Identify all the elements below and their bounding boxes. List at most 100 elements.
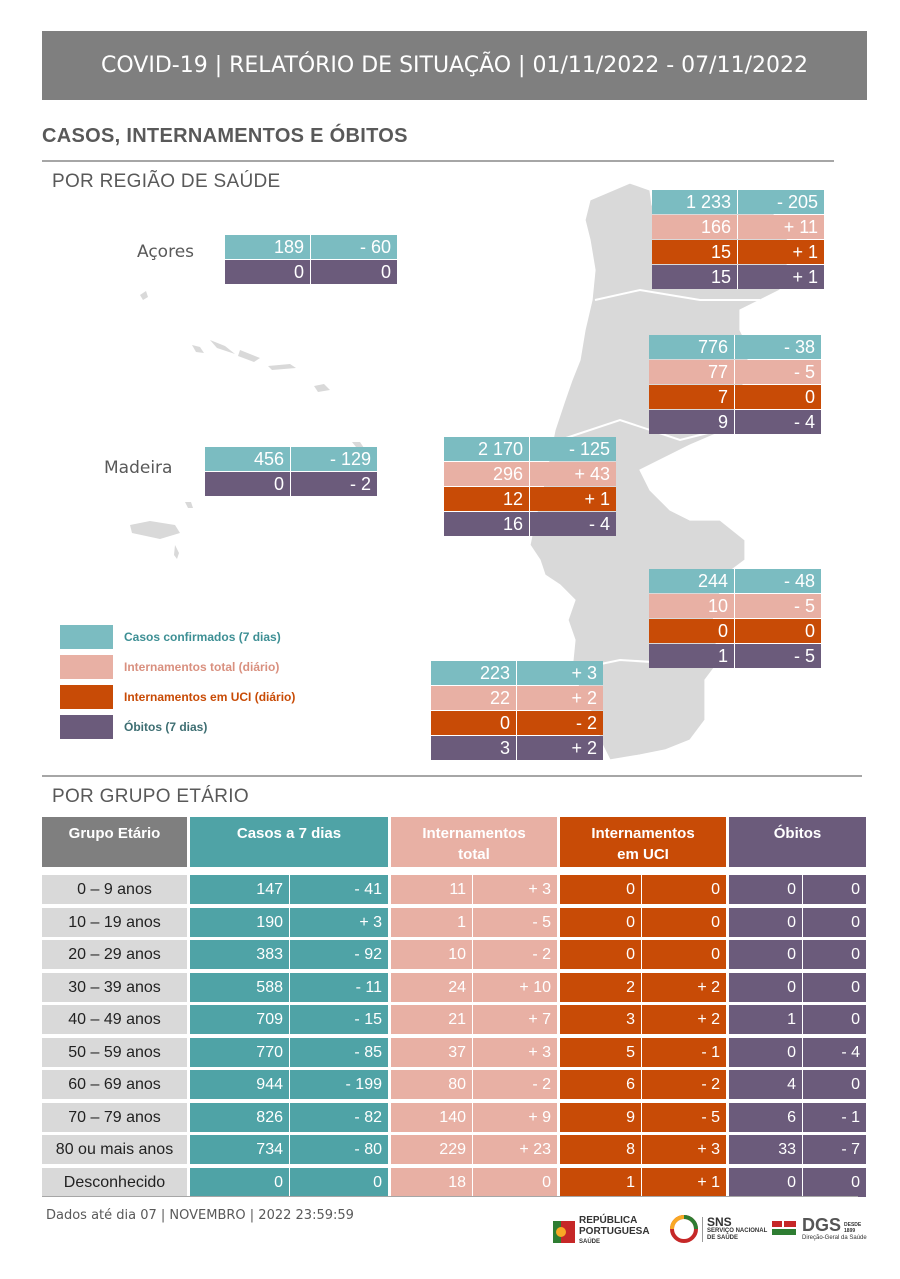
cases-change: - 48 [735, 569, 821, 593]
header-hosp: Internamentos total [391, 817, 557, 867]
deaths-value: 0 [729, 875, 803, 904]
republica-portuguesa-logo: REPÚBLICA PORTUGUESA SAÚDE [553, 1215, 650, 1248]
deaths-change: - 4 [803, 1037, 866, 1067]
age-group-cell: 50 – 59 anos [42, 1037, 187, 1067]
deaths-value: 0 [729, 972, 803, 1002]
icu-change: - 2 [517, 711, 603, 735]
icu-value: 2 [560, 972, 642, 1002]
icu-value: 0 [431, 711, 517, 735]
hosp-value: 296 [444, 462, 530, 486]
deaths-change: - 1 [803, 1102, 866, 1132]
age-group-cell: 40 – 49 anos [42, 1005, 187, 1034]
report-title: COVID-19 | RELATÓRIO DE SITUAÇÃO | 01/11… [101, 53, 808, 78]
hosp-change: + 23 [473, 1135, 557, 1164]
hosp-value: 77 [649, 360, 735, 384]
deaths-value: 1 [649, 644, 735, 668]
norte-box: 1 233- 205 166 + 11 15 + 1 15 + 1 [652, 190, 824, 290]
cases-value: 588 [190, 972, 290, 1002]
deaths-change: - 2 [291, 472, 377, 496]
legend-swatch [60, 655, 113, 679]
table-body: 0 – 9 anos 147- 41 11 + 3 0 0 0 0 10 – 19 anos 19… [42, 875, 866, 1197]
deaths-change: 0 [311, 260, 397, 284]
icu-change: + 2 [642, 1005, 726, 1034]
cases-value: 826 [190, 1102, 290, 1132]
cases-value: 1 233 [652, 190, 738, 214]
legend-swatch [60, 685, 113, 709]
hosp-change: - 2 [473, 940, 557, 969]
header-deaths: Óbitos [729, 817, 866, 867]
cases-value: 770 [190, 1037, 290, 1067]
cases-change: - 15 [290, 1005, 388, 1034]
hosp-change: + 7 [473, 1005, 557, 1034]
legend-item-hosp: Internamentos total (diário) [60, 655, 295, 679]
deaths-value: 16 [444, 512, 530, 536]
age-group-cell: 80 ou mais anos [42, 1135, 187, 1164]
deaths-value: 4 [729, 1070, 803, 1099]
acores-island [210, 340, 235, 354]
logo-text: Direção-Geral da Saúde [802, 1235, 867, 1241]
madeira-box: 456- 129 0- 2 [205, 447, 377, 497]
cases-change: - 125 [530, 437, 616, 461]
hosp-value: 10 [391, 940, 473, 969]
cases-value: 147 [190, 875, 290, 904]
cases-change: - 11 [290, 972, 388, 1002]
cases-value: 223 [431, 661, 517, 685]
cases-change: + 3 [517, 661, 603, 685]
icu-change: + 1 [642, 1167, 726, 1197]
sns-logo: SNS SERVIÇO NACIONAL DE SAÚDE [670, 1215, 767, 1243]
table-row: 80 ou mais anos 734- 80 229 + 23 8 + 3 33- 7 [42, 1135, 866, 1164]
icu-change: 0 [735, 619, 821, 643]
icu-change: - 2 [642, 1070, 726, 1099]
icu-value: 7 [649, 385, 735, 409]
hosp-value: 22 [431, 686, 517, 710]
icu-value: 0 [560, 875, 642, 904]
sns-icon [670, 1215, 698, 1243]
deaths-change: + 1 [738, 265, 824, 289]
deaths-value: 0 [225, 260, 311, 284]
deaths-change: 0 [803, 972, 866, 1002]
legend: Casos confirmados (7 dias) Internamentos… [60, 625, 295, 745]
icu-change: - 5 [642, 1102, 726, 1132]
cases-value: 0 [190, 1167, 290, 1197]
madeira-island [185, 502, 193, 508]
icu-change: 0 [735, 385, 821, 409]
icu-change: - 1 [642, 1037, 726, 1067]
logo-text: SERVIÇO NACIONAL [707, 1227, 768, 1234]
divider [42, 1196, 858, 1197]
hosp-change: - 5 [735, 360, 821, 384]
icu-value: 0 [560, 940, 642, 969]
deaths-value: 9 [649, 410, 735, 434]
legend-label: Óbitos (7 dias) [124, 720, 208, 734]
flag-icon [553, 1220, 575, 1243]
deaths-value: 0 [205, 472, 291, 496]
acores-island [192, 345, 204, 353]
hosp-change: - 5 [735, 594, 821, 618]
report-header: COVID-19 | RELATÓRIO DE SITUAÇÃO | 01/11… [42, 31, 867, 100]
icu-change: + 1 [530, 487, 616, 511]
deaths-change: 0 [803, 907, 866, 937]
cases-value: 456 [205, 447, 291, 471]
madeira-island [130, 521, 180, 539]
acores-island [268, 364, 296, 370]
hosp-change: + 3 [473, 1037, 557, 1067]
hosp-value: 37 [391, 1037, 473, 1067]
deaths-change: - 7 [803, 1135, 866, 1164]
icu-value: 3 [560, 1005, 642, 1034]
cases-change: - 129 [291, 447, 377, 471]
dgs-logo: DGS DESDE 1899 Direção-Geral da Saúde [770, 1215, 867, 1243]
deaths-change: - 4 [735, 410, 821, 434]
deaths-change: + 2 [517, 736, 603, 760]
hosp-value: 11 [391, 875, 473, 904]
cases-change: - 199 [290, 1070, 388, 1099]
icu-value: 12 [444, 487, 530, 511]
cases-value: 776 [649, 335, 735, 359]
cases-change: 0 [290, 1167, 388, 1197]
cases-value: 244 [649, 569, 735, 593]
acores-island [140, 291, 148, 300]
logo-text: SNS [707, 1214, 732, 1229]
acores-island [238, 350, 260, 362]
hosp-change: + 10 [473, 972, 557, 1002]
